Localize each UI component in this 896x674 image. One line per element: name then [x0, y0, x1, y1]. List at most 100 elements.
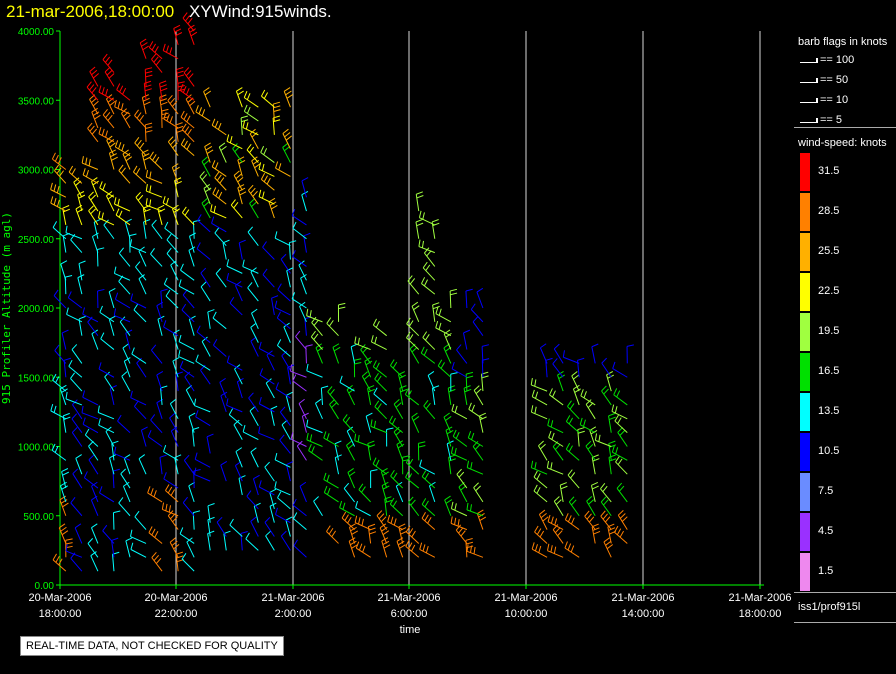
- barb-flag: [338, 306, 346, 310]
- barb-flag: [71, 168, 76, 175]
- wind-barb: [149, 47, 163, 60]
- barb-legend-label: == 10: [820, 94, 849, 106]
- barb-flag: [421, 512, 426, 519]
- barb-flag: [180, 138, 186, 145]
- wind-barb: [108, 152, 115, 170]
- wind-barb: [116, 89, 131, 101]
- barb-flag: [81, 156, 84, 164]
- wind-barb: [548, 437, 564, 447]
- barb-legend-flag: [816, 78, 818, 83]
- wind-barb: [219, 382, 227, 399]
- wind-barb: [280, 535, 291, 551]
- wind-barb: [50, 189, 67, 198]
- barb-flag: [358, 483, 364, 490]
- barb-flag: [54, 344, 60, 351]
- barb-flag: [583, 419, 586, 427]
- barb-flag: [567, 543, 572, 551]
- barb-flag: [107, 59, 113, 66]
- barb-flag: [160, 385, 168, 389]
- wind-barb: [185, 98, 195, 115]
- wind-barb: [134, 115, 147, 129]
- barb-flag: [178, 349, 181, 357]
- barb-flag: [151, 43, 157, 51]
- barb-flag: [263, 175, 268, 182]
- barb-flag: [587, 443, 594, 450]
- y-tick-label: 3500.00: [18, 96, 55, 107]
- barb-flag: [273, 109, 281, 113]
- wind-barb: [59, 499, 67, 516]
- barb-flag: [60, 499, 68, 504]
- wind-barb: [122, 486, 131, 503]
- barb-flag: [88, 158, 91, 167]
- barb-flag: [120, 468, 127, 475]
- barb-flag: [427, 516, 432, 524]
- barb-flag: [91, 97, 97, 103]
- barb-flag: [431, 219, 439, 223]
- barb-flag: [274, 231, 278, 239]
- quality-notice: REAL-TIME DATA, NOT CHECKED FOR QUALITY: [20, 636, 284, 656]
- barb-flag: [454, 517, 457, 525]
- wind-barb: [223, 533, 227, 551]
- wind-barb: [590, 485, 596, 503]
- barb-flag: [348, 537, 356, 542]
- wind-barb: [156, 305, 163, 323]
- barb-flag: [201, 174, 208, 181]
- wind-barb: [531, 411, 548, 420]
- wind-barb: [308, 450, 323, 461]
- barb-flag: [201, 156, 208, 162]
- wind-barb: [282, 133, 291, 149]
- barb-flag: [344, 514, 349, 521]
- speed-color-swatch: [800, 193, 810, 231]
- barb-flag: [422, 544, 426, 552]
- barb-flag: [411, 544, 416, 552]
- barb-flag: [472, 440, 479, 447]
- barb-flag: [354, 433, 357, 441]
- barb-flag: [569, 403, 575, 410]
- wind-barb: [465, 290, 468, 309]
- barb-flag: [125, 156, 133, 162]
- y-tick-label: 2500.00: [18, 235, 55, 246]
- wind-barb: [238, 478, 243, 496]
- wind-barb: [234, 465, 243, 482]
- barb-flag: [418, 239, 421, 247]
- barb-flag: [275, 382, 279, 390]
- barb-flag: [135, 191, 141, 198]
- wind-barb: [150, 349, 163, 364]
- wind-barb: [395, 485, 404, 503]
- wind-barb: [431, 221, 436, 239]
- wind-barb: [151, 557, 163, 572]
- barb-flag: [370, 335, 374, 343]
- wind-barb: [374, 406, 388, 420]
- barb-flag: [567, 515, 572, 523]
- wind-barb: [212, 193, 227, 205]
- barb-legend-label: == 50: [820, 74, 849, 86]
- barb-flag: [608, 440, 616, 445]
- barb-flag: [328, 320, 334, 327]
- wind-barb: [304, 318, 307, 336]
- barb-flag: [175, 32, 183, 37]
- barb-flag: [409, 343, 416, 350]
- barb-flag: [602, 485, 608, 492]
- barb-flag: [411, 530, 416, 538]
- barb-flag: [548, 430, 552, 438]
- barb-flag: [367, 440, 375, 445]
- barb-flag: [181, 303, 187, 311]
- barb-flag: [399, 544, 406, 549]
- wind-barb: [181, 309, 195, 323]
- barb-flag: [88, 454, 95, 461]
- barb-flag: [261, 191, 265, 199]
- wind-barb: [567, 474, 580, 489]
- wind-barb: [112, 471, 115, 489]
- barb-flag: [118, 142, 122, 150]
- barb-flag: [397, 540, 405, 546]
- barb-flag: [72, 468, 79, 475]
- barb-flag: [571, 371, 578, 377]
- wind-barb: [601, 390, 612, 406]
- wind-barb: [109, 388, 115, 406]
- barb-flag: [161, 502, 165, 510]
- barb-flag: [65, 275, 73, 278]
- barb-flag: [347, 468, 354, 473]
- barb-flag: [151, 53, 157, 60]
- barb-flag: [290, 432, 294, 440]
- wind-barb: [355, 507, 371, 517]
